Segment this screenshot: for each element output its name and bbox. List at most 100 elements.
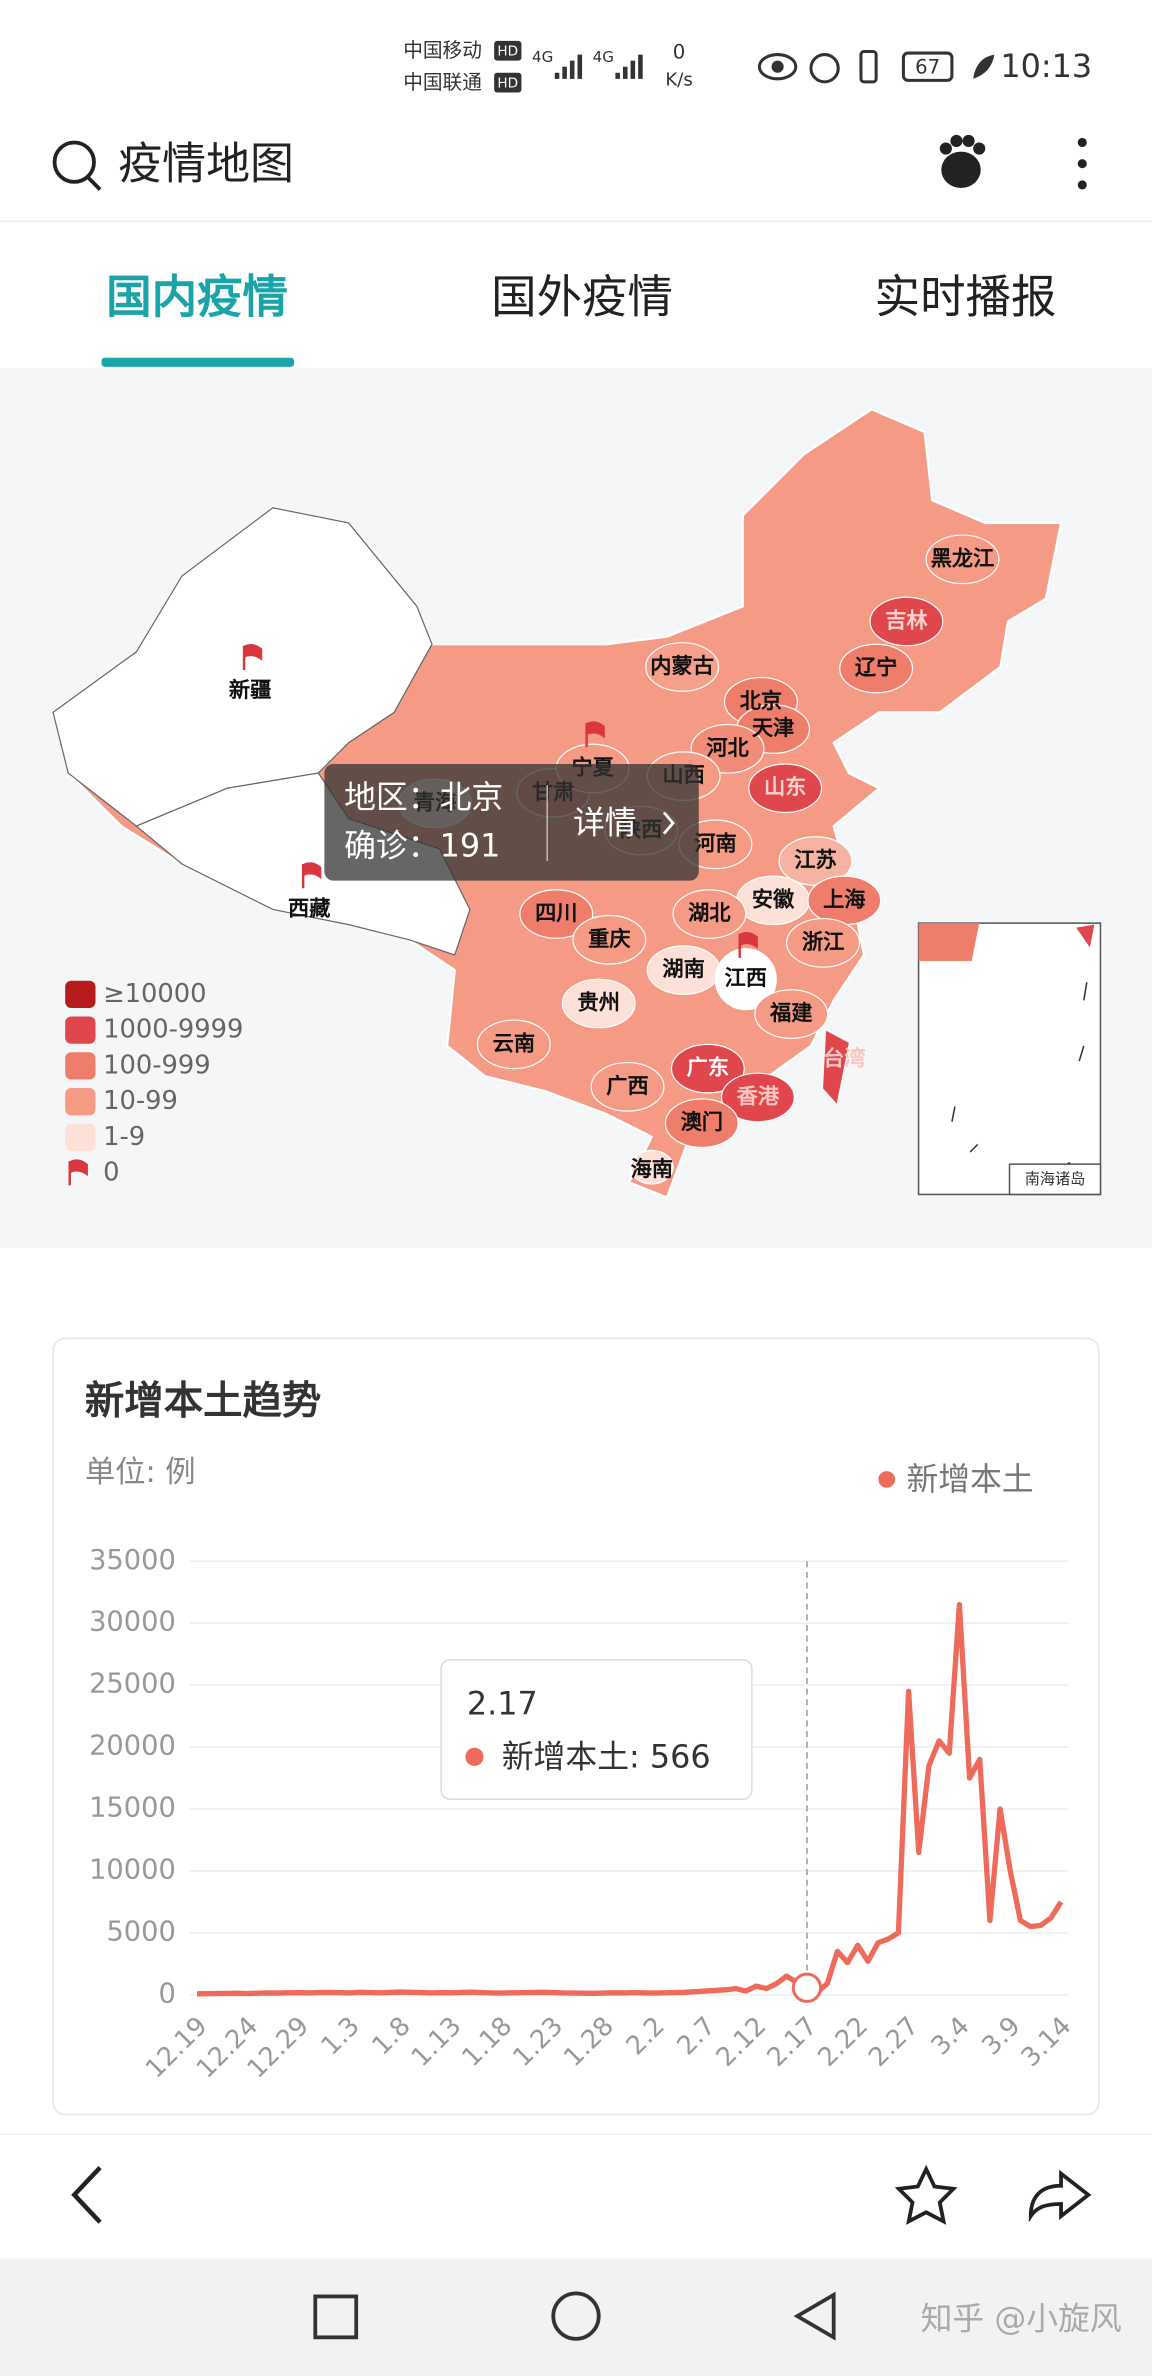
y-tick-label: 30000 xyxy=(89,1607,176,1638)
region-label: 安徽 xyxy=(752,886,795,912)
share-button[interactable] xyxy=(1028,2169,1092,2223)
speed-unit: K/s xyxy=(665,69,693,90)
signal-icon xyxy=(554,54,583,79)
legend-label: 10-99 xyxy=(103,1086,178,1116)
back-nav-button[interactable] xyxy=(793,2291,836,2341)
region-label: 湖南 xyxy=(662,957,704,982)
legend-swatch xyxy=(65,980,96,1008)
region-shape xyxy=(839,643,914,694)
flag xyxy=(244,644,263,661)
chart-tooltip xyxy=(440,1659,753,1800)
region-shape xyxy=(645,642,720,692)
tooltip-confirmed: 确诊：191 xyxy=(344,826,500,864)
region-shape xyxy=(869,596,944,647)
region-label: 河南 xyxy=(694,831,736,856)
paw xyxy=(973,142,986,155)
favorite-button[interactable] xyxy=(894,2164,958,2225)
tooltip-date: 2.17 xyxy=(467,1684,538,1722)
map-tooltip[interactable]: 地区：北京 确诊：191 详情 xyxy=(324,763,699,881)
eye-icon xyxy=(757,53,798,81)
region-shape xyxy=(925,534,1000,585)
region-shape xyxy=(748,763,823,814)
tooltip-value: 新增本土: 566 xyxy=(502,1737,711,1775)
tab-indicator xyxy=(101,357,295,367)
y-tick-label: 25000 xyxy=(89,1669,176,1700)
inset-box xyxy=(917,922,1102,1196)
region-label: 广东 xyxy=(687,1055,729,1081)
region-shape xyxy=(714,948,777,1011)
tab[interactable]: 国外疫情 xyxy=(491,271,673,324)
y-tick-label: 10000 xyxy=(89,1854,176,1885)
flag xyxy=(586,721,605,739)
carrier: 中国联通 xyxy=(403,71,482,94)
region-shape xyxy=(590,1061,665,1112)
recents-button[interactable] xyxy=(313,2294,359,2340)
region-shape xyxy=(672,889,747,939)
dot xyxy=(1077,180,1087,190)
region-label: 内蒙古 xyxy=(650,654,714,679)
legend-label: 1-9 xyxy=(103,1122,145,1152)
y-tick-label: 20000 xyxy=(89,1731,176,1762)
hd: HD xyxy=(497,75,518,91)
legend-swatch xyxy=(65,1123,96,1152)
region-label: 海南 xyxy=(631,1156,673,1182)
legend-label: 100-999 xyxy=(103,1050,211,1080)
paw xyxy=(941,151,981,188)
chart-subtitle: 单位: 例 xyxy=(85,1455,196,1490)
chart-title: 新增本土趋势 xyxy=(85,1378,321,1424)
region-label: 江西 xyxy=(725,966,767,991)
hover-point xyxy=(791,1972,823,2003)
tooltip-box xyxy=(324,763,699,881)
region-shape xyxy=(754,989,829,1039)
inset-label-box xyxy=(1008,1163,1102,1196)
chart: 0500010000150002000025000300003500012.19… xyxy=(89,1460,1077,2085)
flag xyxy=(303,862,322,880)
region-label: 辽宁 xyxy=(855,654,897,680)
tooltip-dot xyxy=(465,1747,484,1766)
tab-active[interactable]: 国内疫情 xyxy=(106,271,288,324)
baidu-icon[interactable] xyxy=(939,134,986,188)
search-bar[interactable]: 疫情地图 xyxy=(52,139,294,191)
tab[interactable]: 实时播报 xyxy=(875,271,1057,324)
vibrate-icon xyxy=(859,50,878,84)
region-shape xyxy=(476,1019,551,1070)
tooltip-region: 地区：北京 xyxy=(344,778,503,816)
region-label: 新疆 xyxy=(229,677,271,703)
region-label: 北京 xyxy=(740,688,782,714)
hd-badge xyxy=(494,40,522,61)
y-tick-label: 35000 xyxy=(89,1545,176,1576)
region-shape xyxy=(823,1030,849,1104)
carrier: 中国移动 xyxy=(403,39,482,62)
home-button[interactable] xyxy=(551,2291,601,2341)
region-shape xyxy=(572,914,647,965)
back-button[interactable] xyxy=(71,2166,102,2224)
leaf-icon xyxy=(973,54,995,79)
legend-label: 1000-9999 xyxy=(103,1015,243,1045)
region-shape xyxy=(561,978,636,1029)
map-legend: ≥10000 1000-9999 100-999 10-99 1-9 0 xyxy=(65,979,243,1188)
legend-label: 新增本土 xyxy=(906,1460,1033,1498)
legend-label: 0 xyxy=(103,1158,119,1188)
net: 4G xyxy=(593,48,614,66)
legend-dot xyxy=(878,1471,896,1488)
battery-icon xyxy=(901,51,954,82)
tooltip-detail[interactable]: 详情 xyxy=(573,804,637,842)
legend-swatch xyxy=(65,1052,96,1080)
search-query[interactable]: 疫情地图 xyxy=(118,139,294,190)
series-line xyxy=(197,1601,1064,1997)
region-shape xyxy=(664,1098,739,1149)
hd: HD xyxy=(497,44,518,60)
region-label: 吉林 xyxy=(885,608,928,633)
inset-label: 南海诸岛 xyxy=(1025,1170,1086,1188)
region-label: 天津 xyxy=(752,716,794,741)
region-label: 贵州 xyxy=(578,990,620,1015)
search-icon xyxy=(52,140,96,184)
more-menu[interactable] xyxy=(1077,137,1087,190)
legend-swatch xyxy=(65,1016,96,1044)
paw xyxy=(950,134,963,148)
search-icon xyxy=(86,176,102,191)
legend-swatch xyxy=(65,1088,96,1116)
y-tick-label: 15000 xyxy=(89,1792,176,1823)
region-label: 江苏 xyxy=(794,847,836,873)
